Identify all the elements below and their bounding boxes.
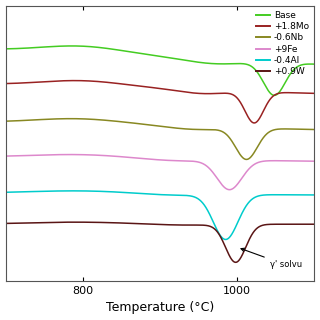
- X-axis label: Temperature (°C): Temperature (°C): [106, 301, 214, 315]
- Legend: Base, +1.8Mo, -0.6Nb, +9Fe, -0.4Al, +0.9W: Base, +1.8Mo, -0.6Nb, +9Fe, -0.4Al, +0.9…: [252, 7, 313, 80]
- Text: γ' solvu: γ' solvu: [241, 248, 302, 269]
